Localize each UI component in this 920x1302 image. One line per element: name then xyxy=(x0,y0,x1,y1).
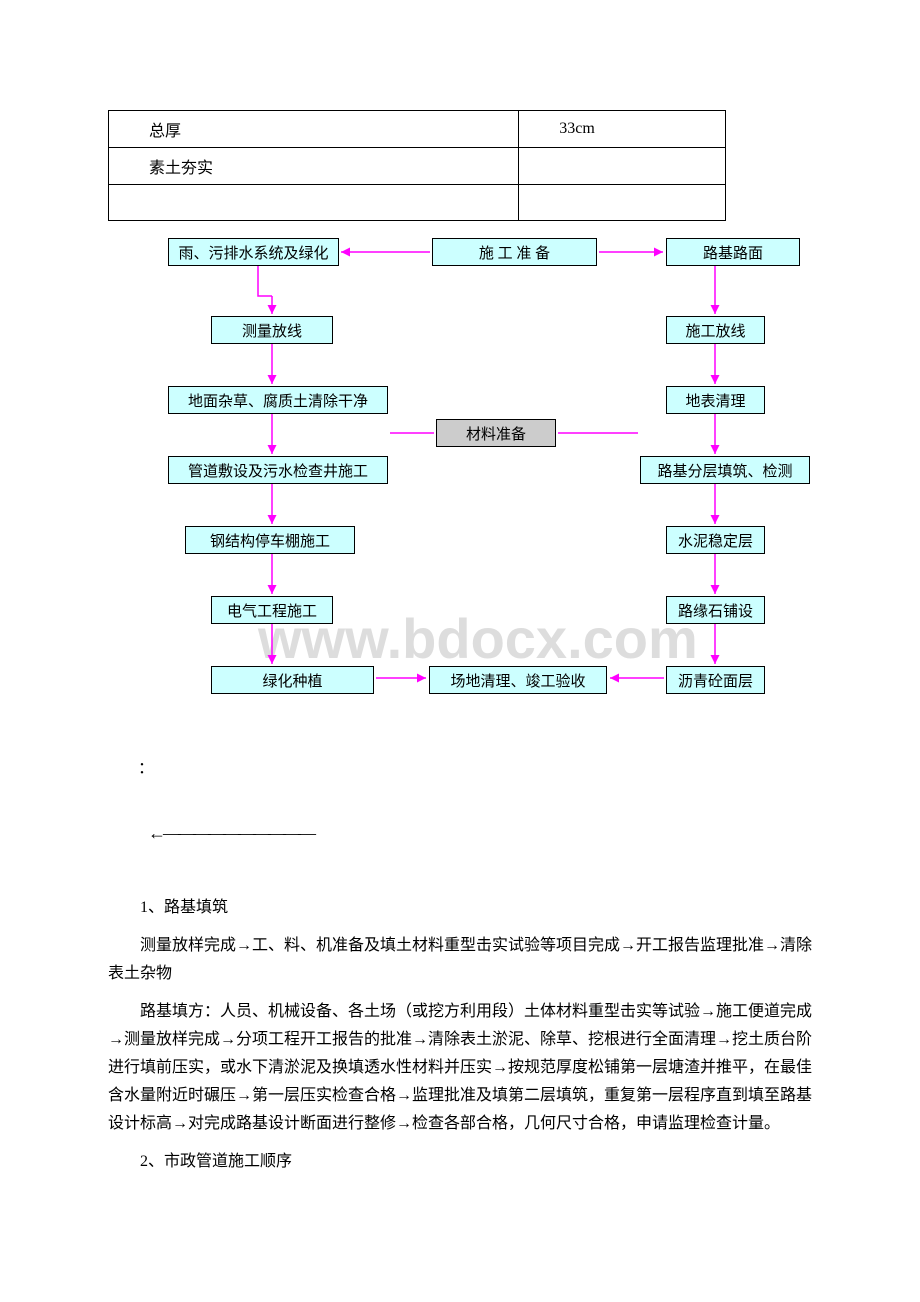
flow-node-pipe: 管道敷设及污水检查井施工 xyxy=(168,456,388,484)
paragraph-2: 路基填方：人员、机械设备、各土场（或挖方利用段）土体材料重型击实等试验→施工便道… xyxy=(108,998,812,1138)
cell: 素土夯实 xyxy=(109,148,519,185)
flow-node-surface: 地表清理 xyxy=(666,386,765,414)
colon: ： xyxy=(138,754,812,778)
cell: 总厚 xyxy=(109,111,519,148)
table-row xyxy=(109,185,726,221)
cell xyxy=(109,185,519,221)
flow-node-survey: 测量放线 xyxy=(211,316,333,344)
flow-node-curb: 路缘石铺设 xyxy=(666,596,765,624)
cell: 33cm xyxy=(519,111,726,148)
table-row: 素土夯实 xyxy=(109,148,726,185)
flow-node-survey2: 施工放线 xyxy=(666,316,765,344)
body-text: 1、路基填筑 测量放样完成→工、料、机准备及填土材料重型击实试验等项目完成→开工… xyxy=(108,894,812,1176)
table-row: 总厚 33cm xyxy=(109,111,726,148)
paragraph-1: 测量放样完成→工、料、机准备及填土材料重型击实试验等项目完成→开工报告监理批准→… xyxy=(108,932,812,988)
flow-node-clear: 地面杂草、腐质土清除干净 xyxy=(168,386,388,414)
flow-node-roadbed: 路基路面 xyxy=(666,238,800,266)
flow-node-steel: 钢结构停车棚施工 xyxy=(185,526,355,554)
flow-node-drainage: 雨、污排水系统及绿化 xyxy=(168,238,339,266)
flow-node-finish: 场地清理、竣工验收 xyxy=(429,666,607,694)
heading-1: 1、路基填筑 xyxy=(108,894,812,922)
cell xyxy=(519,185,726,221)
flow-node-green: 绿化种植 xyxy=(211,666,374,694)
flow-node-electric: 电气工程施工 xyxy=(211,596,333,624)
flow-node-cement: 水泥稳定层 xyxy=(666,526,765,554)
layer-table: 总厚 33cm 素土夯实 xyxy=(108,110,726,221)
flow-node-materials: 材料准备 xyxy=(436,419,556,447)
cell xyxy=(519,148,726,185)
flow-node-layer: 路基分层填筑、检测 xyxy=(640,456,810,484)
flow-node-asphalt: 沥青砼面层 xyxy=(666,666,765,694)
left-arrow-symbol: ←—————————— xyxy=(148,823,812,844)
flow-node-prep: 施 工 准 备 xyxy=(432,238,597,266)
heading-2: 2、市政管道施工顺序 xyxy=(108,1148,812,1176)
flowchart: www.bdocx.com xyxy=(108,236,812,746)
